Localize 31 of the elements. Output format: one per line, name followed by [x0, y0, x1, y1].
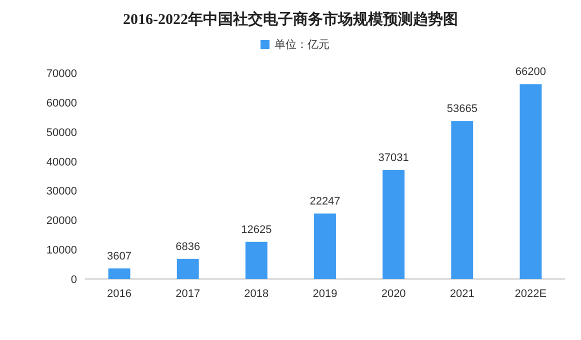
x-tick-label: 2020	[381, 288, 406, 300]
y-tick-label: 40000	[46, 156, 77, 168]
bar	[451, 121, 474, 279]
data-label: 3607	[107, 250, 132, 262]
data-label: 53665	[446, 103, 478, 116]
y-tick-label: 10000	[46, 244, 77, 257]
data-label: 12625	[241, 224, 272, 236]
data-label: 37031	[378, 152, 409, 164]
x-tick-label: 2018	[244, 288, 269, 300]
y-tick-label: 70000	[46, 68, 77, 80]
x-tick-label: 2019	[312, 288, 338, 300]
data-label: 6836	[176, 240, 200, 253]
chart-title: 2016-2022年中国社交电子商务市场规模预测趋势图	[123, 10, 458, 28]
x-tick-label: 2022E	[514, 288, 547, 300]
bar	[176, 258, 199, 279]
data-label: 22247	[310, 196, 340, 208]
data-label: 66200	[515, 66, 546, 78]
x-tick-label: 2017	[176, 288, 200, 300]
bar	[108, 268, 130, 279]
bar	[382, 170, 405, 279]
legend-label: 单位：亿元	[274, 38, 330, 51]
bar	[245, 242, 268, 279]
x-tick-label: 2016	[107, 288, 132, 300]
y-tick-label: 60000	[46, 97, 77, 110]
bar	[520, 84, 542, 279]
x-tick-label: 2021	[450, 288, 474, 300]
bar	[314, 214, 336, 279]
y-tick-label: 20000	[46, 215, 77, 228]
y-tick-label: 0	[70, 274, 77, 286]
y-tick-label: 50000	[46, 126, 77, 139]
y-tick-label: 30000	[46, 186, 77, 198]
